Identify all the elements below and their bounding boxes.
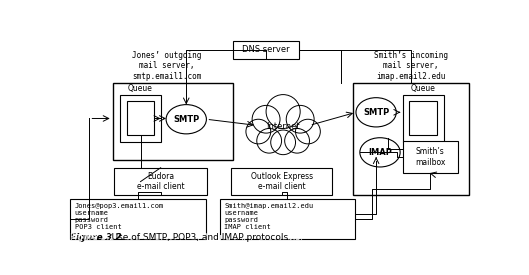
Bar [403,95,443,142]
Circle shape [252,105,280,133]
Bar [70,199,206,239]
Bar [114,168,207,196]
Text: Figure 3.2   Use of SMTP, POP3, and IMAP protocols.: Figure 3.2 Use of SMTP, POP3, and IMAP p… [70,233,303,243]
Text: Figure 3.2: Figure 3.2 [70,233,122,243]
Circle shape [296,119,321,144]
Circle shape [266,95,300,128]
Text: SMTP: SMTP [363,108,389,117]
Text: Queue: Queue [411,84,436,93]
Ellipse shape [360,138,400,167]
Ellipse shape [166,104,206,134]
Bar [121,95,161,142]
Text: Internet: Internet [266,122,300,131]
Text: Jones@pop3.email1.com
username
password
POP3 client: Jones@pop3.email1.com username password … [75,203,164,230]
Text: Smith’s incoming
mail server,
imap.email2.edu: Smith’s incoming mail server, imap.email… [374,51,448,81]
Bar [220,199,355,239]
Text: Jones’ outgoing
mail server,
smtp.email1.com: Jones’ outgoing mail server, smtp.email1… [132,51,202,81]
Text: IMAP: IMAP [368,148,392,157]
Bar [409,101,437,135]
Text: Smith@imap.email2.edu
username
password
IMAP client: Smith@imap.email2.edu username password … [224,203,314,230]
Text: SMTP: SMTP [173,115,199,124]
Circle shape [286,105,314,133]
Circle shape [257,128,281,153]
Text: Outlook Express
e-mail client: Outlook Express e-mail client [251,172,313,191]
Bar [126,101,154,135]
Text: Queue: Queue [128,84,153,93]
Circle shape [246,119,271,144]
Bar [353,83,469,195]
Circle shape [285,128,309,153]
Bar [403,141,458,173]
Circle shape [271,130,296,155]
Bar [113,83,233,160]
Ellipse shape [356,98,396,127]
Bar [231,168,332,196]
Text: Use of SMTP, POP3, and IMAP protocols.: Use of SMTP, POP3, and IMAP protocols. [103,233,290,243]
Text: Smith’s
mailbox: Smith’s mailbox [415,147,445,167]
Text: Eudora
e-mail client: Eudora e-mail client [137,172,185,191]
Text: DNS server: DNS server [242,45,289,54]
Bar [233,41,299,59]
